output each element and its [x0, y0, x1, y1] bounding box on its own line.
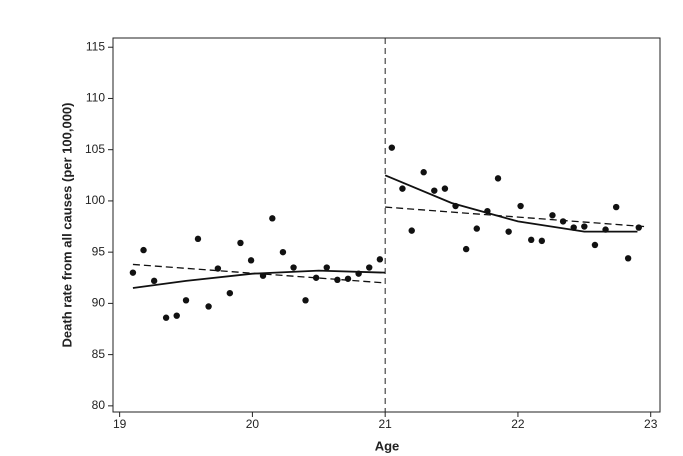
data-point: [344, 275, 352, 282]
data-point: [612, 203, 620, 211]
y-tick-label: 115: [86, 39, 105, 53]
data-point: [247, 257, 255, 264]
data-point: [279, 248, 287, 256]
data-point: [505, 228, 512, 235]
y-tick-label: 90: [92, 296, 106, 310]
data-point: [226, 289, 234, 297]
data-point: [182, 297, 190, 304]
x-tick-label: 21: [378, 417, 392, 431]
x-tick-label: 19: [113, 417, 127, 431]
x-tick-label: 20: [246, 417, 260, 431]
data-point: [517, 202, 524, 210]
data-point: [635, 224, 642, 231]
data-point: [334, 276, 341, 284]
y-tick-label: 110: [86, 91, 105, 105]
y-axis-title: Death rate from all causes (per 100,000): [59, 103, 74, 348]
data-point: [150, 277, 158, 285]
y-tick-label: 85: [92, 347, 106, 361]
data-point: [140, 246, 147, 254]
x-axis-title: Age: [375, 438, 400, 453]
data-point: [302, 297, 309, 304]
y-tick-label: 100: [85, 193, 105, 207]
data-point: [376, 256, 384, 263]
data-point: [399, 185, 406, 192]
y-tick-label: 80: [92, 398, 106, 412]
y-tick-label: 95: [92, 244, 106, 258]
data-point: [528, 236, 535, 244]
data-point: [549, 212, 556, 219]
data-point: [205, 303, 212, 310]
data-point: [312, 274, 320, 281]
y-tick-label: 105: [85, 142, 105, 156]
fit-line: [385, 206, 645, 228]
fit-line: [132, 263, 386, 284]
data-point: [129, 269, 137, 276]
data-point: [420, 169, 427, 176]
fit-line: [132, 269, 386, 289]
data-point: [559, 218, 567, 225]
data-point: [624, 255, 632, 262]
data-point: [538, 237, 546, 245]
x-tick-label: 23: [644, 417, 658, 431]
data-point: [269, 215, 276, 222]
data-point: [290, 264, 297, 271]
data-point: [173, 312, 180, 319]
data-point: [441, 185, 449, 192]
data-point: [408, 227, 415, 234]
data-point: [162, 314, 170, 321]
data-point: [237, 239, 244, 247]
data-point: [366, 264, 373, 271]
data-point: [388, 144, 396, 151]
data-point: [581, 223, 588, 230]
data-point: [473, 225, 480, 232]
data-point: [431, 187, 438, 194]
data-point: [323, 264, 330, 271]
data-point: [494, 175, 502, 182]
plot-frame: [112, 37, 661, 413]
data-point: [591, 241, 599, 249]
fit-line: [384, 174, 638, 233]
x-tick-label: 22: [511, 417, 525, 431]
data-point: [462, 245, 470, 253]
data-point: [194, 235, 202, 243]
